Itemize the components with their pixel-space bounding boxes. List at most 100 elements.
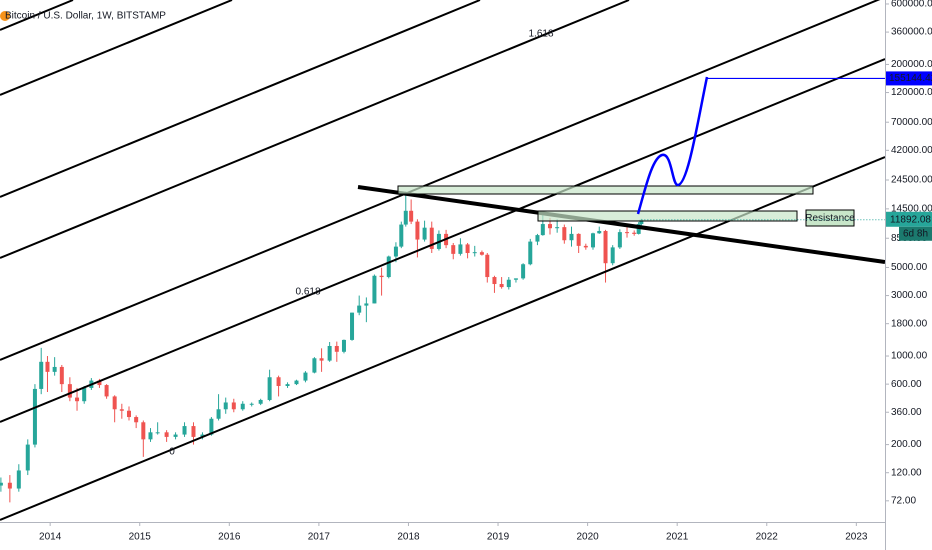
- candle-body: [603, 230, 608, 264]
- candle-body: [636, 224, 641, 234]
- candle-body: [97, 380, 102, 386]
- candle-body: [267, 377, 272, 400]
- candle-body: [399, 224, 404, 247]
- y-tick-label: 5000.00: [891, 262, 928, 273]
- candle-body: [632, 232, 637, 234]
- candle-body: [0, 482, 3, 486]
- candle-body: [134, 417, 139, 423]
- channel-line: [0, 0, 481, 198]
- candle-body: [372, 275, 377, 304]
- candle-body: [327, 345, 332, 361]
- candle-body: [104, 385, 109, 397]
- y-tick-label: 1000.00: [891, 351, 928, 362]
- y-tick-label: 14500.00: [891, 203, 932, 214]
- candle-body: [112, 396, 117, 410]
- candle-body: [386, 256, 391, 278]
- countdown-label: 6d 8h: [903, 228, 928, 239]
- candle-body: [82, 387, 87, 402]
- resistance-label: Resistance: [805, 213, 855, 224]
- candle-body: [312, 358, 317, 373]
- resistance-label-box: [805, 209, 855, 227]
- candle-body: [249, 403, 254, 405]
- candle-body: [285, 384, 290, 387]
- fib-label: 0.618: [295, 287, 320, 298]
- candle-body: [67, 384, 72, 398]
- candle-body: [350, 312, 355, 340]
- candle-body: [52, 366, 57, 372]
- last-price-box: [886, 211, 932, 227]
- candle-body: [422, 227, 427, 240]
- candle-body: [429, 227, 434, 249]
- candle-body: [240, 403, 245, 410]
- candle-body: [294, 380, 299, 385]
- candle-body: [610, 247, 615, 264]
- candle-body: [223, 402, 228, 410]
- countdown-box: [899, 226, 932, 241]
- candle-body: [393, 246, 398, 257]
- candle-body: [485, 254, 490, 278]
- candle-body: [583, 245, 588, 248]
- candle-body: [625, 232, 630, 234]
- candle-body: [513, 278, 518, 280]
- candle-body: [341, 339, 346, 352]
- y-tick-label: 360000.00: [891, 27, 932, 38]
- candle-body: [155, 432, 160, 434]
- candle-body: [492, 277, 497, 285]
- x-tick-label: 2016: [218, 532, 241, 543]
- x-tick-label: 2021: [666, 532, 689, 543]
- candle-body: [458, 244, 463, 254]
- candle-body: [231, 402, 236, 410]
- candle-body: [191, 426, 196, 437]
- candle-body: [547, 224, 552, 229]
- target-price-label: 155144.42: [889, 73, 932, 84]
- candle-body: [409, 210, 414, 222]
- candle-body: [535, 235, 540, 242]
- channel-line: [0, 0, 74, 31]
- channel-line: [0, 0, 881, 361]
- channel-line: [0, 0, 630, 259]
- candle-body: [576, 233, 581, 246]
- candle-body: [75, 397, 80, 402]
- candle-body: [357, 305, 362, 313]
- x-tick-label: 2022: [756, 532, 779, 543]
- target-price-box: [886, 71, 932, 86]
- candle-body: [528, 241, 533, 265]
- projection: [636, 76, 709, 215]
- candle-body: [555, 227, 560, 229]
- x-tick-label: 2014: [39, 532, 62, 543]
- y-tick-label: 24500.00: [891, 175, 932, 186]
- y-tick-label: 600.00: [891, 379, 922, 390]
- symbol-icon: [0, 11, 10, 21]
- y-tick-label: 120000.00: [891, 87, 932, 98]
- candle-body: [200, 434, 205, 437]
- candles: [0, 191, 644, 503]
- candle-body: [415, 221, 420, 240]
- x-tick-label: 2015: [129, 532, 152, 543]
- candle-body: [182, 426, 187, 435]
- candle-body: [569, 233, 574, 241]
- y-tick-label: 72.00: [891, 495, 916, 506]
- candle-body: [164, 432, 169, 437]
- drawings: [0, 0, 885, 521]
- candle-body: [216, 409, 221, 419]
- candle-body: [597, 230, 602, 234]
- candle-body: [465, 244, 470, 254]
- axes: 600000.00 360000.00 200000.00 120000.00 7000…: [39, 0, 932, 543]
- candle-body: [39, 361, 44, 389]
- y-tick-label: 200000.00: [891, 59, 932, 70]
- candle-body: [303, 372, 308, 381]
- fib-label: 1.618: [528, 29, 553, 40]
- candle-body: [639, 219, 644, 225]
- y-tick-label: 70000.00: [891, 117, 932, 128]
- candle-body: [499, 284, 504, 288]
- candle-body: [319, 358, 324, 361]
- candle-body: [258, 399, 263, 404]
- candle-body: [364, 303, 369, 306]
- y-tick-label: 120.00: [891, 467, 922, 478]
- candle-body: [209, 418, 214, 435]
- x-tick-label: 2019: [487, 532, 510, 543]
- candle-body: [16, 470, 21, 489]
